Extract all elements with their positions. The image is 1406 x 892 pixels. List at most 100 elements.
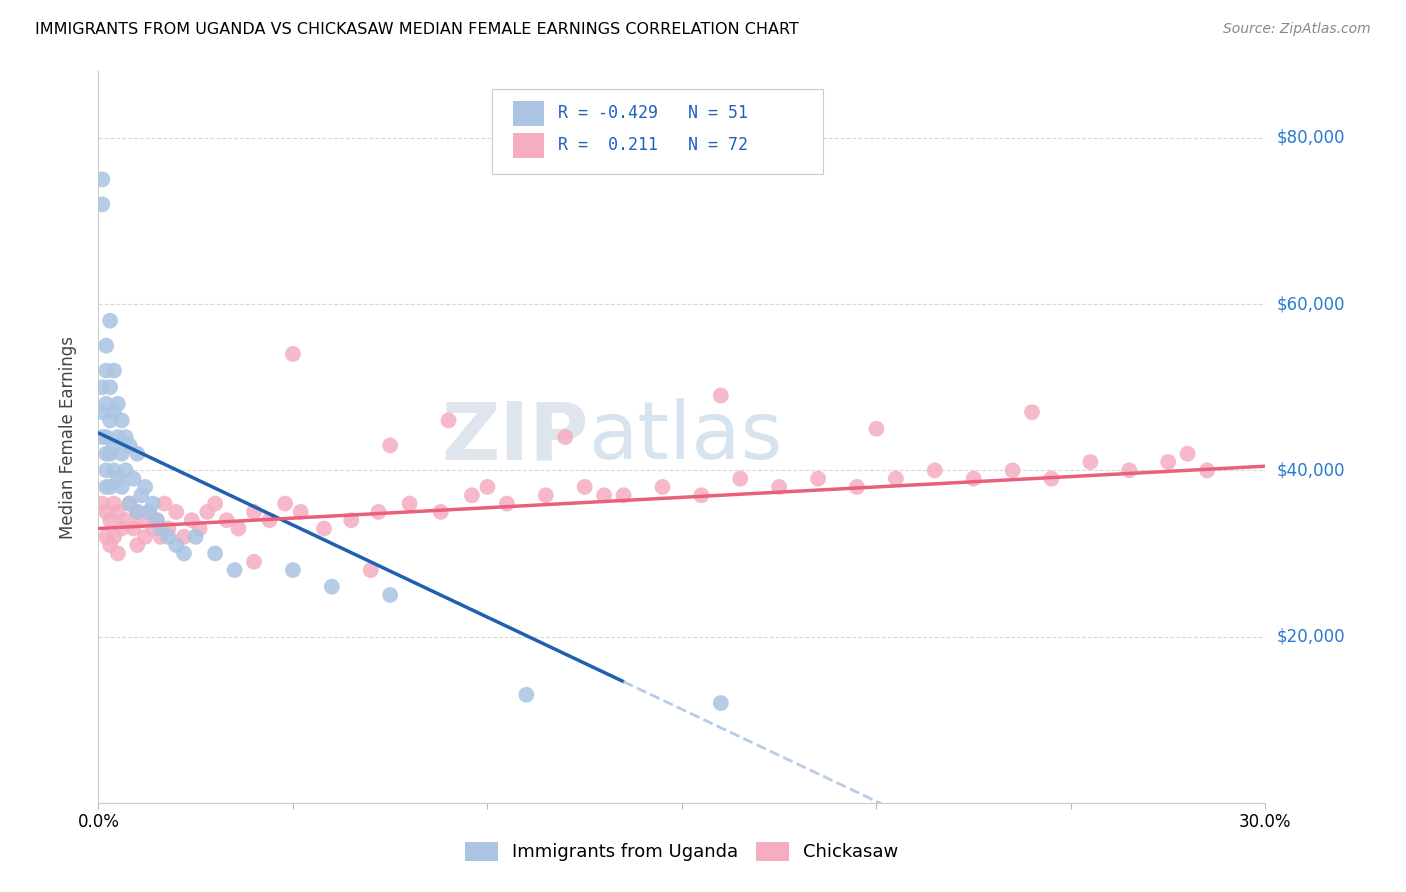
Point [1177,447,1199,461]
Point [118,497,141,511]
Point [103,363,125,377]
Point [134,530,156,544]
Point [1021,405,1043,419]
Point [129,488,152,502]
Point [103,438,125,452]
Point [91,197,114,211]
Text: $40,000: $40,000 [1277,461,1346,479]
Point [122,521,145,535]
Point [243,505,266,519]
Point [103,463,125,477]
Point [173,546,195,560]
Point [730,472,752,486]
Point [107,546,129,560]
Point [340,513,363,527]
Point [114,430,136,444]
Point [122,472,145,486]
Point [98,314,121,328]
Point [321,580,343,594]
Point [259,513,281,527]
Point [215,513,238,527]
Point [118,438,141,452]
Point [91,380,114,394]
Point [1040,472,1063,486]
Point [204,546,226,560]
Point [807,472,830,486]
Point [184,530,207,544]
Point [1080,455,1102,469]
Point [710,696,733,710]
Point [96,363,118,377]
Point [91,430,114,444]
Point [613,488,636,502]
Point [96,505,118,519]
Point [127,505,149,519]
Point [477,480,499,494]
Point [204,497,226,511]
Point [768,480,790,494]
Point [554,430,576,444]
Text: IMMIGRANTS FROM UGANDA VS CHICKASAW MEDIAN FEMALE EARNINGS CORRELATION CHART: IMMIGRANTS FROM UGANDA VS CHICKASAW MEDI… [35,22,799,37]
Point [884,472,907,486]
Text: $80,000: $80,000 [1277,128,1346,147]
Point [274,497,297,511]
Text: Source: ZipAtlas.com: Source: ZipAtlas.com [1223,22,1371,37]
Point [138,505,160,519]
Text: $20,000: $20,000 [1277,628,1346,646]
Point [157,530,180,544]
Point [461,488,484,502]
Point [103,530,125,544]
Text: atlas: atlas [589,398,783,476]
Point [107,505,129,519]
Point [96,338,118,352]
Point [111,480,134,494]
Point [142,497,165,511]
Point [111,413,134,427]
Point [515,688,537,702]
Point [157,521,180,535]
Point [312,521,335,535]
Point [127,447,149,461]
Point [127,505,149,519]
Point [534,488,557,502]
Text: ZIP: ZIP [441,398,589,476]
Point [98,380,121,394]
Point [846,480,869,494]
Point [114,463,136,477]
Point [496,497,519,511]
Point [107,430,129,444]
Point [1118,463,1140,477]
Point [281,347,304,361]
Point [91,497,114,511]
Point [962,472,984,486]
Point [165,505,187,519]
Point [690,488,713,502]
Point [91,172,114,186]
Point [367,505,389,519]
Point [180,513,202,527]
Point [98,538,121,552]
Point [149,530,172,544]
Point [111,521,134,535]
Point [398,497,420,511]
Point [281,563,304,577]
Point [98,413,121,427]
Point [574,480,596,494]
Point [437,413,460,427]
Point [1001,463,1024,477]
Point [103,405,125,419]
Point [380,588,402,602]
Point [96,397,118,411]
Text: R =  0.211   N = 72: R = 0.211 N = 72 [558,136,748,154]
Point [188,521,211,535]
Point [195,505,218,519]
Legend: Immigrants from Uganda, Chickasaw: Immigrants from Uganda, Chickasaw [460,837,904,867]
Point [138,505,160,519]
Text: R = -0.429   N = 51: R = -0.429 N = 51 [558,104,748,122]
Point [96,447,118,461]
Point [153,497,176,511]
Point [146,513,169,527]
Text: $60,000: $60,000 [1277,295,1346,313]
Point [224,563,246,577]
Point [865,422,887,436]
